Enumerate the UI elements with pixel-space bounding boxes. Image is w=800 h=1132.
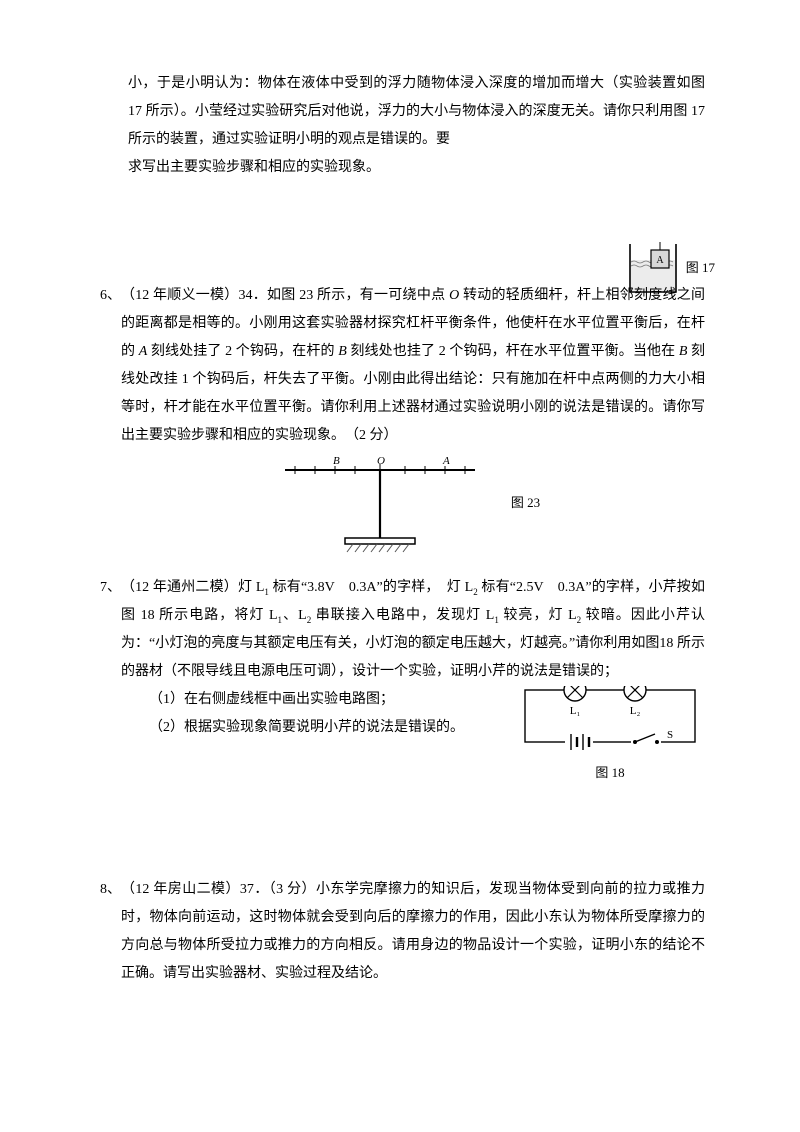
question-6: 6、 （12 年顺义一模）34．如图 23 所示，有一可绕中点 O 转动的轻质细… xyxy=(100,282,705,556)
lever-label-b: B xyxy=(333,456,340,467)
q7-number: 7、 xyxy=(100,574,121,786)
question-7: 7、 （12 年通州二模）灯 L1 标有“3.8V 0.3A”的字样， 灯 L2… xyxy=(100,574,705,786)
figure-23: B O A xyxy=(100,456,705,556)
lever-label-a: A xyxy=(442,456,450,467)
q6-text: （12 年顺义一模）34．如图 23 所示，有一可绕中点 O 转动的轻质细杆，杆… xyxy=(121,288,705,443)
lever-label-o: O xyxy=(377,456,385,467)
document-page: 小，于是小明认为：物体在液体中受到的浮力随物体浸入深度的增加而增大（实验装置如图… xyxy=(0,0,800,1132)
figure-23-caption: 图 23 xyxy=(511,490,540,516)
figure-18-caption: 图 18 xyxy=(515,760,705,786)
q8-text: （12 年房山二模）37．（3 分）小东学完摩擦力的知识后，发现当物体受到向前的… xyxy=(121,882,705,981)
q5-paragraph-1: 小，于是小明认为：物体在液体中受到的浮力随物体浸入深度的增加而增大（实验装置如图… xyxy=(128,76,705,147)
lever-diagram: B O A xyxy=(265,456,495,556)
q7-text: （12 年通州二模）灯 L1 标有“3.8V 0.3A”的字样， 灯 L2 标有… xyxy=(121,574,705,686)
switch-label: S xyxy=(667,729,673,741)
block-label-a: A xyxy=(656,255,664,266)
q6-number: 6、 xyxy=(100,282,121,450)
circuit-diagram: L₁ L₂ S xyxy=(515,686,705,758)
figure-17-caption: 图 17 xyxy=(686,255,715,281)
q5-paragraph-2: 求写出主要实验步骤和相应的实验现象。 xyxy=(128,160,380,175)
question-8: 8、 （12 年房山二模）37．（3 分）小东学完摩擦力的知识后，发现当物体受到… xyxy=(100,876,705,988)
lamp-label-l2: L₂ xyxy=(630,705,641,717)
lamp-label-l1: L₁ xyxy=(570,705,581,717)
figure-18: L₁ L₂ S xyxy=(515,686,705,786)
q8-number: 8、 xyxy=(100,876,121,988)
question-5-continuation: 小，于是小明认为：物体在液体中受到的浮力随物体浸入深度的增加而增大（实验装置如图… xyxy=(100,70,705,182)
